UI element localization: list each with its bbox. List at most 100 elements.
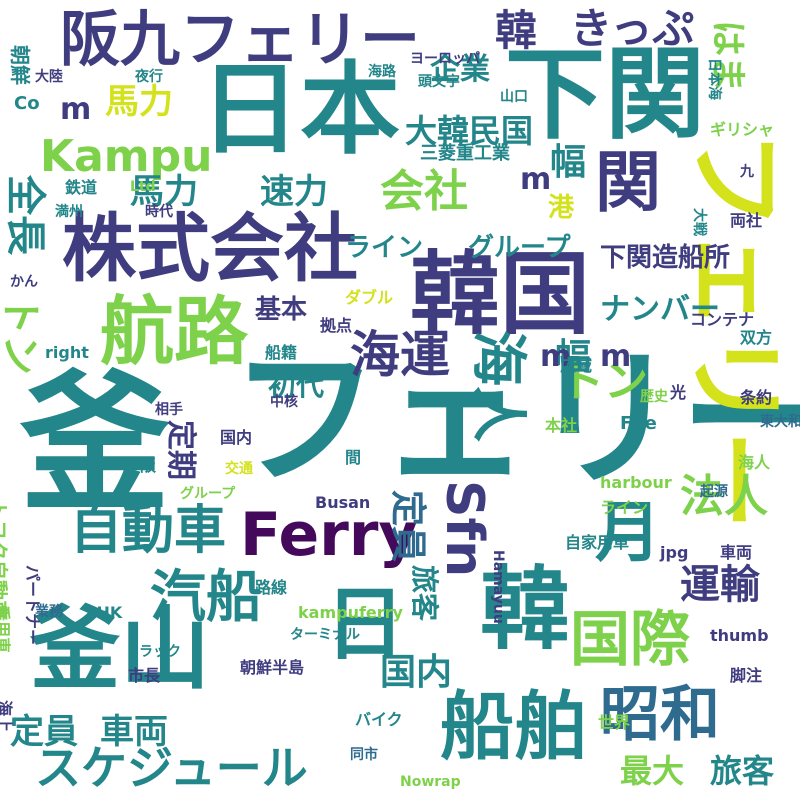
word-83: 双方: [740, 328, 773, 347]
word-66: 山口: [500, 89, 528, 105]
word-90: File: [620, 413, 657, 434]
word-81: right: [45, 343, 89, 362]
word-94: 阪: [140, 456, 157, 475]
word-16: 汽船: [150, 565, 262, 630]
word-28: きっぷ: [570, 4, 695, 53]
word-67: ギリシャ: [710, 120, 775, 139]
word-15: 国際: [570, 605, 690, 675]
word-61: ヨーロッパ: [410, 51, 480, 67]
word-86: 光: [670, 383, 687, 402]
word-101: Busan: [315, 493, 371, 512]
word-114: 海上: [0, 700, 14, 733]
word-48: 定期: [163, 420, 198, 480]
word-38: 全長: [2, 175, 48, 255]
word-45: 最大: [620, 752, 685, 790]
word-103: ライン: [600, 498, 649, 517]
word-122: バイク: [355, 710, 403, 729]
word-30: Sfn: [434, 480, 494, 578]
word-58: m: [600, 339, 632, 374]
word-2: 日本: [200, 51, 400, 168]
word-53: グループ: [468, 233, 571, 263]
word-20: スケジュール: [35, 741, 308, 795]
word-79: 拠点: [320, 316, 353, 335]
word-49: ナンバー: [600, 292, 720, 327]
word-97: 海人: [738, 453, 771, 472]
word-9: 韓: [480, 557, 570, 662]
word-108: 車両: [720, 543, 753, 562]
word-78: ダブル: [345, 288, 394, 307]
word-21: 海運: [350, 326, 450, 384]
word-31: トン: [560, 356, 648, 407]
word-54: 基本: [255, 295, 308, 325]
word-104: Hamayuu: [490, 550, 506, 624]
word-52: ライン: [345, 233, 424, 263]
word-84: 広域: [560, 356, 593, 375]
word-92: 国内: [220, 428, 253, 447]
word-68: 日本海: [706, 58, 722, 100]
word-113: kampuferry: [298, 603, 403, 622]
word-44: 車両: [100, 712, 168, 752]
word-18: 自動車: [70, 501, 227, 561]
word-8: 航路: [100, 289, 248, 375]
word-17: Ferry: [240, 500, 418, 570]
word-56: m: [520, 162, 552, 197]
word-100: グループ: [180, 486, 236, 502]
word-19: 月: [595, 494, 661, 571]
word-74: 満州: [55, 204, 83, 220]
word-70: Ltd: [130, 179, 156, 195]
word-4: 韓国: [410, 242, 590, 347]
word-110: SHK: [85, 603, 123, 622]
word-62: 頭文字: [418, 74, 460, 90]
word-120: 脚注: [730, 666, 763, 685]
word-95: 交通: [225, 461, 253, 477]
word-40: 馬力: [105, 82, 173, 122]
word-14: 昭和: [600, 680, 720, 750]
word-69: 三菱重工業: [420, 143, 510, 164]
word-46: 旅客: [710, 752, 775, 790]
word-115: ターミナル: [290, 627, 360, 643]
word-5: 株式会社: [62, 206, 358, 292]
word-102: トヨタ自動車: [0, 500, 10, 620]
word-33: 馬力: [130, 172, 198, 212]
word-80: コンテナ: [690, 310, 755, 329]
word-1: 釜: [20, 358, 171, 532]
word-25: 法人: [680, 471, 768, 522]
word-111: 路線: [255, 578, 288, 597]
word-63: 夜行: [135, 69, 163, 85]
word-85: 条約: [740, 388, 773, 407]
word-89: 歴史: [640, 389, 668, 405]
word-107: jpg: [660, 543, 689, 562]
word-112: 業務: [35, 604, 63, 620]
word-7: 釜山: [30, 597, 210, 702]
word-29: 定員: [387, 490, 428, 563]
word-109: 乗用車: [0, 605, 12, 654]
word-10: 船舶: [440, 684, 588, 770]
word-64: 海路: [368, 64, 396, 80]
word-60: 朝鮮: [8, 45, 32, 85]
word-22: 海人: [465, 330, 530, 442]
word-6: 阪九フェリー: [60, 5, 420, 75]
word-125: Co: [14, 93, 40, 114]
word-93: 本社: [545, 416, 578, 435]
word-117: トラック: [125, 644, 181, 660]
word-42: 企業: [430, 52, 490, 87]
word-51: 初代: [268, 369, 325, 402]
word-26: 運輸: [680, 562, 760, 608]
word-73: 時代: [145, 204, 173, 220]
word-59: m: [60, 92, 92, 127]
word-35: 幅: [550, 142, 587, 183]
word-65: 大陸: [35, 69, 63, 85]
word-121: 世界: [598, 713, 631, 732]
word-87: 相手: [155, 402, 183, 418]
word-98: 起源: [700, 484, 728, 500]
word-24: 会社: [380, 166, 468, 217]
word-123: 同市: [350, 747, 378, 763]
word-43: 定員: [10, 712, 78, 752]
word-55: 港: [548, 193, 575, 223]
word-91: 東大和: [760, 414, 800, 430]
word-12: 関: [595, 144, 661, 221]
word-50: 下関造船所: [600, 243, 731, 273]
word-23: Kampu: [40, 131, 213, 182]
word-72: 九: [740, 164, 754, 180]
